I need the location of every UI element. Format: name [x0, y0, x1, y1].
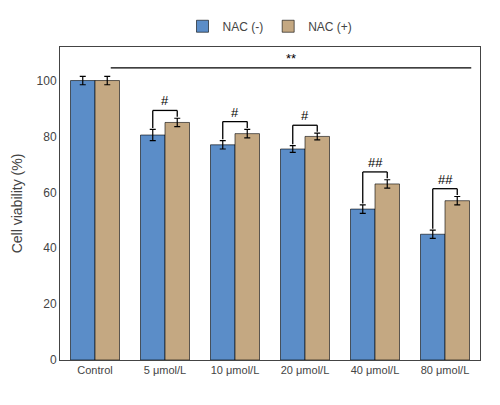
svg-text:##: ##	[438, 172, 453, 187]
svg-text:40: 40	[43, 241, 57, 255]
svg-text:0: 0	[50, 353, 57, 367]
svg-text:80 μmol/L: 80 μmol/L	[421, 364, 470, 376]
svg-text:**: **	[286, 51, 296, 66]
svg-text:100: 100	[37, 74, 57, 88]
svg-text:20: 20	[43, 297, 57, 311]
svg-text:#: #	[301, 108, 309, 123]
svg-text:20 μmol/L: 20 μmol/L	[281, 364, 330, 376]
svg-text:10 μmol/L: 10 μmol/L	[211, 364, 260, 376]
svg-text:Control: Control	[77, 364, 112, 376]
svg-text:#: #	[161, 93, 169, 108]
svg-text:NAC (-): NAC (-)	[223, 20, 264, 34]
svg-text:Cell viability (%): Cell viability (%)	[9, 154, 25, 254]
svg-text:5 μmol/L: 5 μmol/L	[144, 364, 186, 376]
svg-text:40 μmol/L: 40 μmol/L	[351, 364, 400, 376]
svg-text:80: 80	[43, 130, 57, 144]
svg-text:#: #	[231, 105, 239, 120]
svg-text:##: ##	[368, 155, 383, 170]
svg-text:NAC (+): NAC (+)	[308, 20, 352, 34]
svg-text:60: 60	[43, 186, 57, 200]
